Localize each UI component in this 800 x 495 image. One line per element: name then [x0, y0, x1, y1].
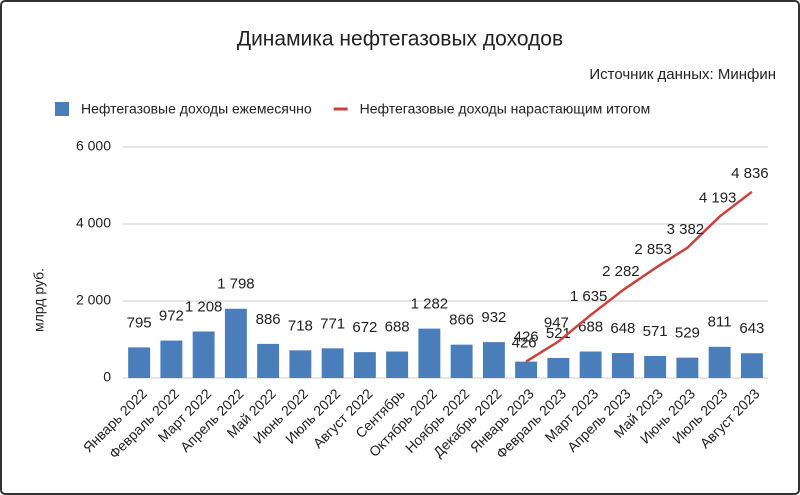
- bar: [321, 348, 344, 378]
- bar: [450, 344, 473, 378]
- bar: [579, 351, 602, 378]
- bar-value-label: 688: [578, 318, 603, 335]
- bar-value-label: 672: [352, 319, 377, 336]
- y-axis-label: млрд руб.: [31, 268, 47, 332]
- legend-swatch: [55, 102, 69, 116]
- line-value-label: 3 382: [667, 221, 705, 238]
- bar: [708, 346, 731, 378]
- bar-value-label: 1 798: [217, 276, 255, 293]
- bar: [160, 340, 183, 378]
- bar-value-label: 426: [514, 329, 539, 346]
- line-value-label: 1 635: [570, 288, 608, 305]
- bar-value-label: 1 208: [185, 298, 223, 315]
- bar: [386, 351, 409, 378]
- bar: [257, 343, 280, 378]
- bar: [547, 357, 570, 378]
- bar: [611, 353, 634, 378]
- bar-value-label: 811: [708, 314, 732, 331]
- bar-value-label: 718: [288, 317, 313, 334]
- line-value-label: 4 836: [731, 165, 769, 182]
- bar-value-label: 932: [481, 309, 506, 326]
- legend-label: Нефтегазовые доходы нарастающим итогом: [360, 101, 651, 117]
- bar: [644, 356, 667, 378]
- bar-value-label: 529: [675, 325, 700, 342]
- bar-value-label: 1 282: [411, 296, 449, 313]
- y-tick-label: 6 000: [76, 138, 111, 154]
- bar-value-label: 648: [610, 320, 635, 337]
- chart-title: Динамика нефтегазовых доходов: [237, 28, 563, 51]
- y-tick-label: 0: [103, 369, 111, 385]
- line-value-label: 947: [544, 315, 569, 332]
- bar-value-label: 571: [643, 323, 668, 340]
- bar-value-label: 972: [159, 308, 184, 325]
- line-value-label: 426: [512, 335, 537, 352]
- line-value-label: 4 193: [699, 190, 737, 207]
- bar: [192, 331, 215, 378]
- bar: [353, 352, 376, 378]
- bar: [418, 328, 441, 378]
- bar-value-label: 688: [385, 318, 410, 335]
- line: [525, 190, 753, 363]
- y-tick-label: 4 000: [76, 215, 111, 231]
- bar-value-label: 771: [320, 315, 345, 332]
- bar-value-label: 866: [449, 312, 474, 329]
- chart-subtitle: Источник данных: Минфин: [589, 66, 776, 83]
- bar-value-label: 795: [127, 314, 152, 331]
- bar: [482, 342, 505, 378]
- legend-label: Нефтегазовые доходы ежемесячно: [81, 101, 312, 117]
- line-value-label: 2 282: [602, 263, 640, 280]
- line-value-label: 2 853: [634, 241, 672, 258]
- bar-value-label: 886: [256, 311, 281, 328]
- bar: [128, 347, 151, 378]
- bar: [289, 350, 312, 378]
- y-tick-label: 2 000: [76, 292, 111, 308]
- bar-value-label: 643: [739, 320, 764, 337]
- bar: [224, 308, 247, 378]
- bar: [740, 353, 763, 378]
- bar: [515, 361, 538, 378]
- bar: [676, 357, 699, 378]
